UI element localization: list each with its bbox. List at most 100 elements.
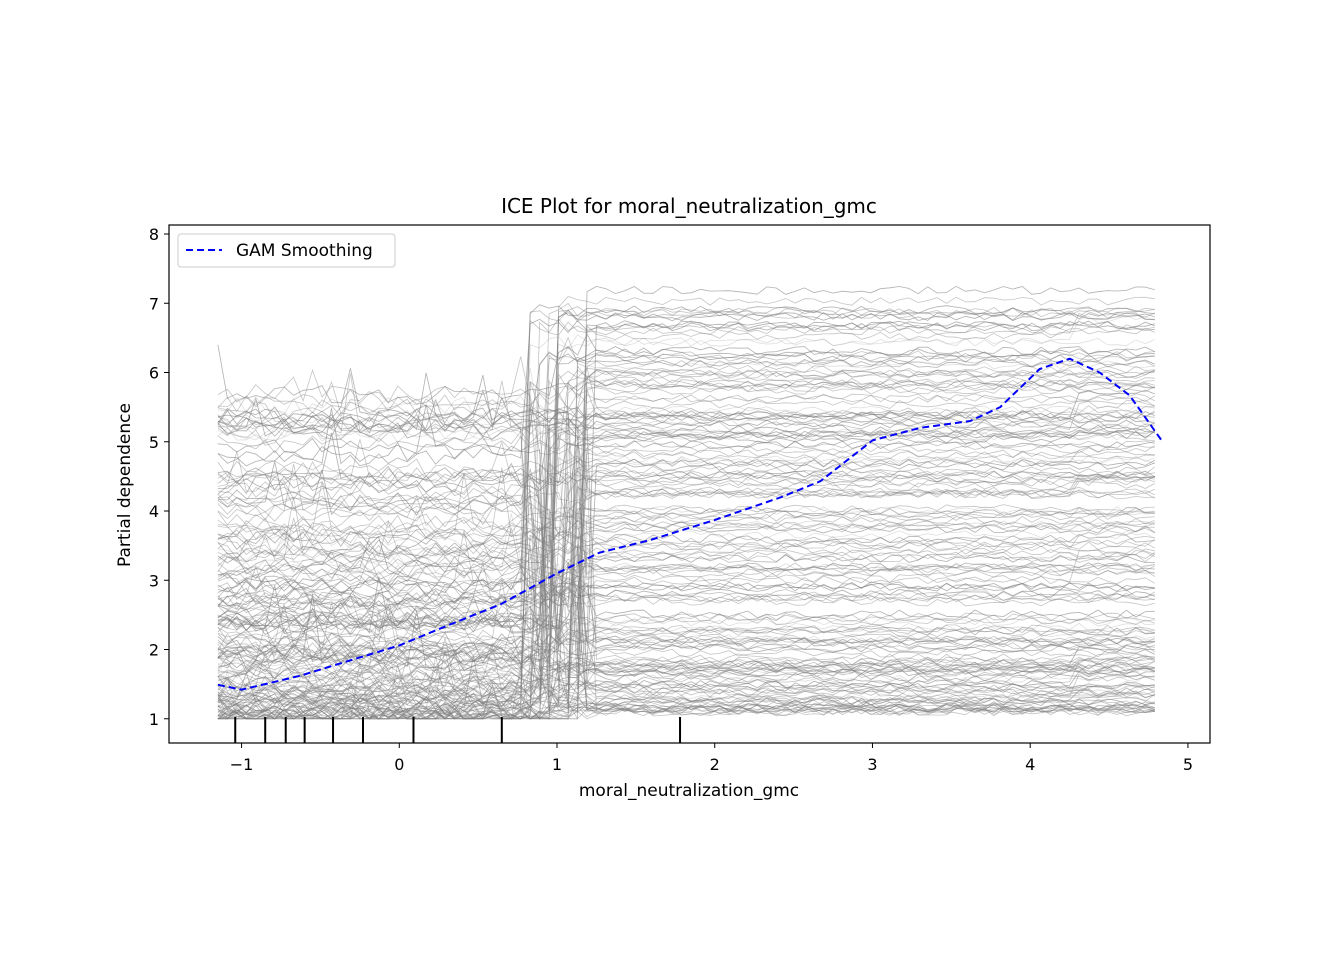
ice-line <box>217 447 1155 720</box>
ice-line <box>217 356 1155 524</box>
ice-line <box>217 576 1155 647</box>
ice-line <box>217 644 1155 696</box>
ice-line <box>217 467 1155 711</box>
ice-line <box>217 413 1155 582</box>
ice-line <box>217 588 1155 720</box>
ice-line <box>217 704 1155 720</box>
ice-line <box>217 455 1155 631</box>
y-tick-label: 2 <box>149 641 159 660</box>
ice-line <box>217 318 1155 467</box>
ice-line <box>217 374 1155 720</box>
ice-line <box>217 664 1155 715</box>
ice-line <box>217 666 1156 710</box>
ice-line <box>217 441 1155 502</box>
ice-line <box>217 470 1155 544</box>
ice-line <box>217 302 1155 633</box>
ice-line <box>217 515 1155 689</box>
ice-line <box>217 568 1155 646</box>
x-tick-label: 3 <box>867 755 877 774</box>
ice-line <box>217 427 1155 641</box>
ice-line <box>217 553 1155 597</box>
ice-line <box>217 542 1155 678</box>
ice-line <box>217 639 1155 672</box>
ice-line <box>217 444 1155 672</box>
ice-line <box>217 697 1155 720</box>
ice-line <box>217 463 1156 720</box>
ice-line <box>217 427 1155 720</box>
ice-line <box>217 463 1155 646</box>
ice-line <box>217 356 1155 524</box>
ice-line <box>217 306 1155 686</box>
ice-line <box>217 582 1155 633</box>
ice-line <box>217 510 1155 654</box>
ice-line <box>217 451 1155 531</box>
ice-line <box>217 369 1155 454</box>
ice-line <box>217 356 1155 611</box>
ice-line <box>217 473 1155 713</box>
ice-line <box>217 527 1155 712</box>
ice-line <box>217 439 1156 581</box>
ice-line <box>217 520 1155 720</box>
ice-line <box>217 436 1155 631</box>
ice-line <box>217 603 1155 650</box>
ice-line <box>217 432 1155 648</box>
ice-line <box>217 490 1155 653</box>
ice-line <box>217 296 1155 720</box>
ice-line <box>217 541 1155 670</box>
ice-line <box>217 515 1155 689</box>
ice-line <box>217 487 1155 521</box>
ice-line <box>217 322 1155 654</box>
ice-line <box>217 510 1155 654</box>
y-axis: 1 2 3 4 5 6 7 8 <box>149 225 169 729</box>
ice-line <box>217 501 1155 635</box>
ice-line <box>217 509 1155 634</box>
ice-line <box>217 369 1155 454</box>
ice-line <box>217 369 1155 715</box>
ice-lines <box>217 285 1156 720</box>
ice-line <box>217 664 1155 720</box>
ice-line <box>217 467 1155 578</box>
ice-line <box>217 527 1155 704</box>
ice-line <box>217 614 1155 715</box>
ice-line <box>217 565 1155 619</box>
x-axis: −1 0 1 2 3 4 5 <box>230 743 1193 774</box>
ice-line <box>217 421 1155 482</box>
ice-line <box>217 488 1156 700</box>
ice-line <box>217 318 1155 647</box>
ice-line <box>217 375 1156 440</box>
ice-line <box>217 613 1155 706</box>
ice-line <box>217 637 1155 692</box>
ice-line <box>217 380 1155 720</box>
ice-line <box>217 458 1155 673</box>
ice-line <box>217 436 1155 631</box>
ice-line <box>217 675 1155 716</box>
ice-line <box>217 637 1155 692</box>
ice-line <box>217 312 1155 585</box>
ice-line <box>217 418 1155 485</box>
ice-line <box>217 311 1155 636</box>
ice-line <box>217 320 1155 665</box>
ice-line <box>217 528 1155 714</box>
ice-line <box>217 664 1155 720</box>
ice-line <box>217 397 1155 657</box>
ice-line <box>217 430 1156 612</box>
ice-line <box>217 406 1155 719</box>
ice-line <box>217 463 1155 646</box>
ice-line <box>217 561 1155 612</box>
ice-line <box>217 531 1155 701</box>
ice-line <box>217 438 1155 619</box>
x-tick-label: 0 <box>394 755 404 774</box>
ice-line <box>217 372 1155 685</box>
ice-line <box>217 547 1155 711</box>
ice-line <box>217 436 1155 631</box>
ice-line <box>217 397 1155 657</box>
ice-line <box>217 404 1155 713</box>
ice-line <box>217 436 1155 692</box>
ice-line <box>217 364 1155 720</box>
ice-line <box>217 624 1156 681</box>
ice-line <box>217 380 1155 720</box>
ice-line <box>217 570 1155 633</box>
ice-line <box>217 626 1155 661</box>
ice-line <box>217 612 1155 697</box>
chart-title: ICE Plot for moral_neutralization_gmc <box>501 194 877 218</box>
